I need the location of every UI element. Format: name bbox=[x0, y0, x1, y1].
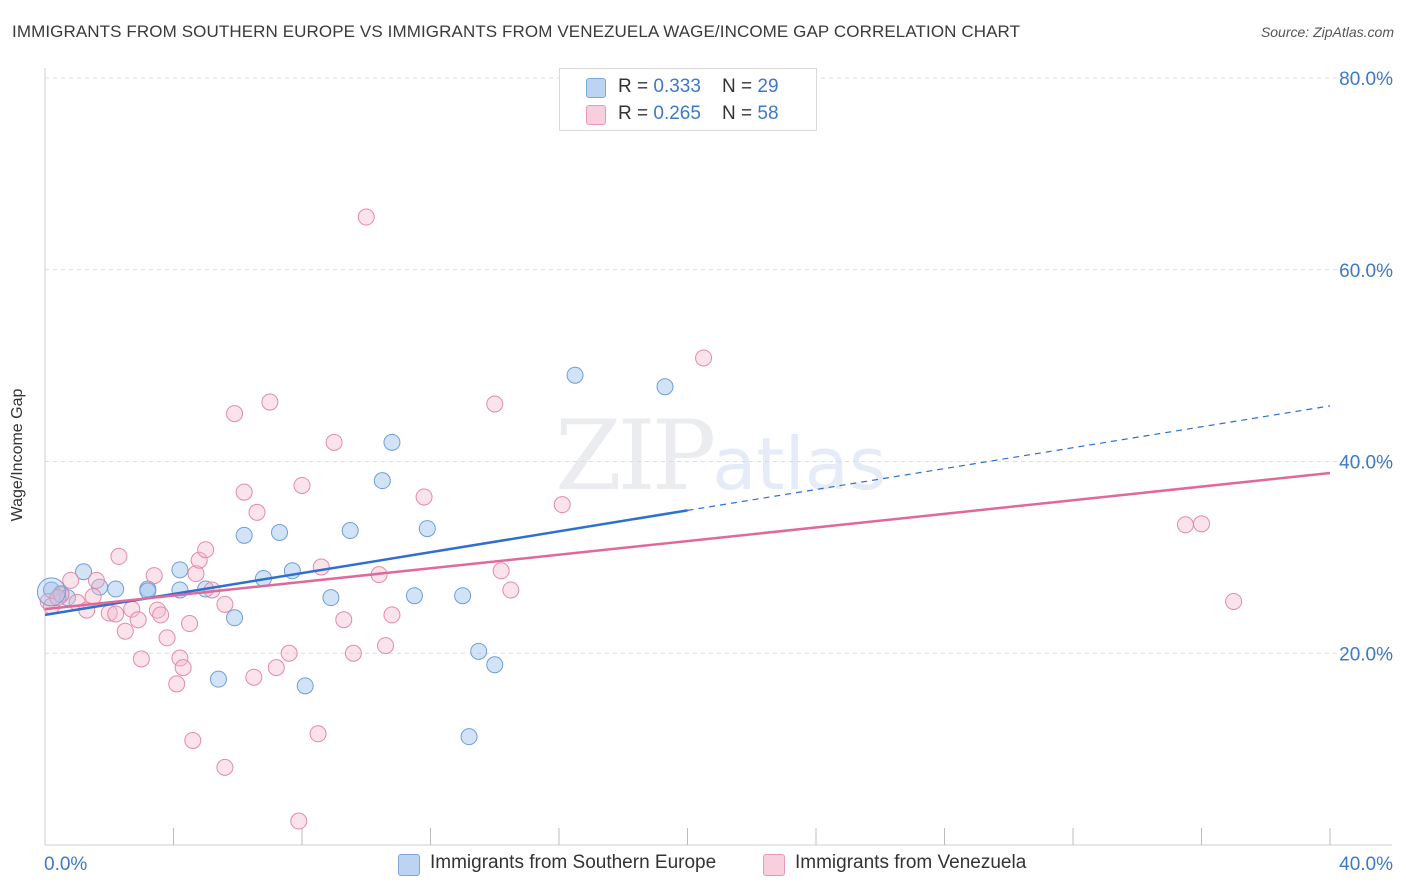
southern-europe-point bbox=[566, 366, 584, 384]
southern-europe-point bbox=[656, 378, 674, 396]
venezuela-point bbox=[110, 547, 128, 565]
southern-europe-point bbox=[36, 577, 66, 607]
venezuela-point bbox=[695, 349, 713, 367]
venezuela-point bbox=[553, 496, 571, 514]
southern-europe-point bbox=[460, 728, 478, 746]
venezuela-point bbox=[107, 605, 125, 623]
x-tick-label: 0.0% bbox=[44, 854, 87, 875]
venezuela-point bbox=[226, 405, 244, 423]
y-axis-label: Wage/Income Gap bbox=[9, 388, 26, 522]
venezuela-point bbox=[187, 565, 205, 583]
southern-europe-point bbox=[75, 563, 93, 581]
venezuela-point bbox=[62, 571, 80, 589]
venezuela-point bbox=[357, 208, 375, 226]
southern-europe-point bbox=[470, 642, 488, 660]
n-value: 58 bbox=[757, 103, 779, 124]
venezuela-point bbox=[171, 649, 189, 667]
southern-europe-point bbox=[341, 522, 359, 540]
southern-europe-point bbox=[235, 526, 253, 544]
southern-europe-point bbox=[418, 520, 436, 538]
venezuela-point bbox=[280, 644, 298, 662]
venezuela-point bbox=[158, 629, 176, 647]
venezuela-point bbox=[335, 611, 353, 629]
venezuela-point bbox=[267, 659, 285, 677]
venezuela-point bbox=[116, 622, 134, 640]
southern-europe-point bbox=[322, 589, 340, 607]
venezuela-point bbox=[1193, 515, 1210, 533]
venezuela-point bbox=[245, 668, 263, 686]
venezuela-point bbox=[383, 606, 401, 624]
southern-europe-point bbox=[405, 587, 423, 605]
southern-europe-point bbox=[373, 472, 391, 490]
venezuela-point bbox=[197, 541, 215, 559]
southern-europe-point bbox=[171, 561, 189, 579]
y-tick-label: 60.0% bbox=[1339, 261, 1393, 282]
watermark-zip: ZIP bbox=[555, 400, 716, 512]
correlation-legend: R = 0.333 N = 29 R = 0.265 N = 58 bbox=[559, 68, 817, 131]
southern-europe-point bbox=[271, 523, 289, 541]
venezuela-point bbox=[502, 581, 520, 599]
venezuela-point bbox=[129, 611, 147, 629]
r-value: 0.333 bbox=[653, 76, 701, 97]
venezuela-point bbox=[145, 567, 163, 585]
venezuela-point bbox=[132, 650, 150, 668]
venezuela-point bbox=[486, 395, 504, 413]
venezuela-point bbox=[415, 488, 433, 506]
venezuela-point bbox=[312, 558, 330, 576]
y-tick-label: 40.0% bbox=[1339, 453, 1393, 474]
pink-swatch bbox=[586, 105, 606, 125]
venezuela-trendline bbox=[44, 471, 1331, 611]
legend-row-text: R = 0.265 N = 58 bbox=[618, 103, 779, 125]
r-label: R = bbox=[618, 76, 654, 97]
legend-row-text: R = 0.333 N = 29 bbox=[618, 76, 779, 98]
venezuela-point bbox=[152, 606, 170, 624]
venezuela-point bbox=[87, 571, 105, 589]
blue-swatch bbox=[398, 854, 420, 876]
x-tick-label: 40.0% bbox=[1339, 854, 1393, 875]
southern-europe-point bbox=[486, 656, 504, 674]
southern-europe-point bbox=[383, 433, 401, 451]
venezuela-point bbox=[216, 595, 234, 613]
watermark: ZIPatlas bbox=[555, 400, 886, 512]
venezuela-point bbox=[261, 393, 279, 411]
r-value: 0.265 bbox=[653, 103, 701, 124]
venezuela-point bbox=[344, 644, 362, 662]
r-label: R = bbox=[618, 103, 654, 124]
venezuela-point bbox=[235, 483, 253, 501]
southern-europe-point bbox=[454, 587, 472, 605]
blue-swatch bbox=[586, 78, 606, 98]
source-label: Source: ZipAtlas.com bbox=[1260, 24, 1394, 40]
venezuela-point bbox=[174, 659, 192, 677]
chart-title: IMMIGRANTS FROM SOUTHERN EUROPE VS IMMIG… bbox=[12, 22, 1021, 41]
legend-label: Immigrants from Southern Europe bbox=[430, 852, 717, 873]
southern-europe-point bbox=[209, 670, 227, 688]
venezuela-point bbox=[190, 551, 208, 569]
venezuela-point bbox=[309, 725, 327, 743]
legend-label: Immigrants from Venezuela bbox=[795, 852, 1027, 873]
southern-europe-point bbox=[107, 580, 125, 598]
n-label: N = bbox=[722, 103, 758, 124]
venezuela-point bbox=[293, 476, 311, 494]
venezuela-point bbox=[181, 615, 199, 633]
venezuela-point bbox=[216, 758, 234, 776]
venezuela-point bbox=[1225, 592, 1243, 610]
y-tick-label: 80.0% bbox=[1339, 69, 1393, 90]
y-tick-label: 20.0% bbox=[1339, 644, 1393, 665]
venezuela-point bbox=[184, 731, 202, 749]
venezuela-point bbox=[168, 675, 186, 693]
southern-europe-trendline-extension bbox=[687, 405, 1331, 511]
venezuela-point bbox=[248, 503, 266, 521]
n-value: 29 bbox=[757, 76, 779, 97]
n-label: N = bbox=[722, 76, 758, 97]
venezuela-point bbox=[148, 601, 166, 619]
southern-europe-point bbox=[296, 677, 314, 695]
venezuela-point bbox=[492, 562, 510, 580]
pink-swatch bbox=[763, 854, 785, 876]
venezuela-point bbox=[325, 433, 343, 451]
southern-europe-point bbox=[226, 609, 244, 627]
venezuela-point bbox=[377, 637, 395, 655]
venezuela-point bbox=[1176, 516, 1194, 534]
venezuela-point bbox=[290, 812, 308, 830]
